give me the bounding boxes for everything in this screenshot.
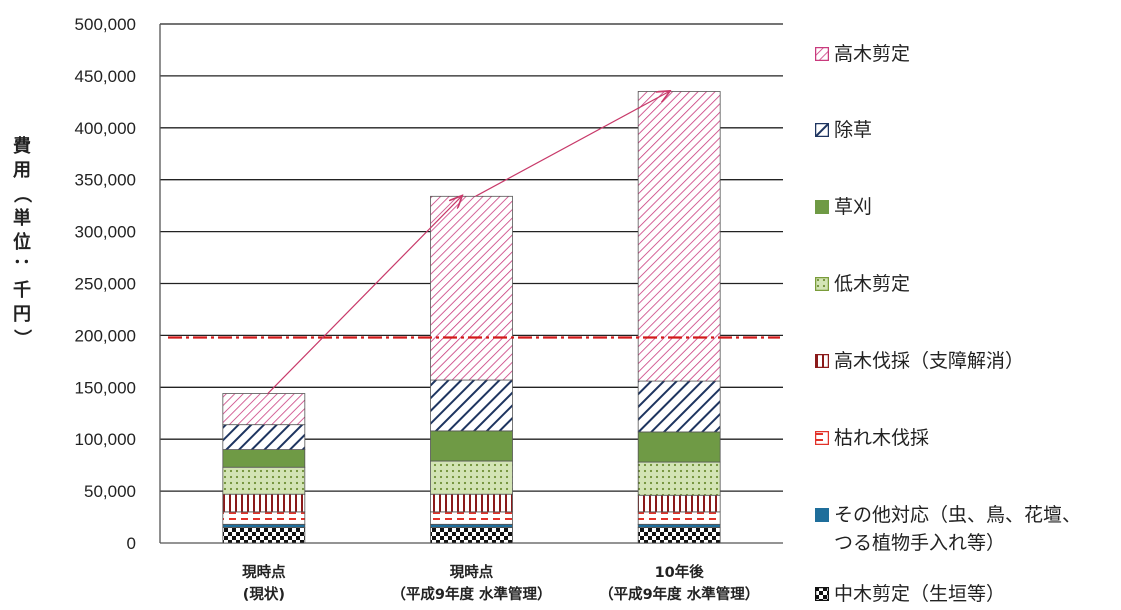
bar-segment — [222, 523, 306, 528]
x-category-label: 現時点 — [242, 564, 286, 581]
y-tick-label: 300,000 — [75, 223, 136, 242]
bar-segment — [430, 460, 513, 495]
bar-segment — [222, 511, 306, 525]
bar-segment — [222, 449, 306, 468]
bar-segment — [637, 494, 721, 513]
bar-segment — [637, 527, 721, 544]
bar-segment — [637, 431, 721, 463]
bar-segment — [222, 424, 306, 450]
y-axis-label-char: ） — [11, 329, 32, 347]
y-tick-label: 250,000 — [75, 275, 136, 294]
bar-segment — [222, 493, 306, 513]
bar-segment — [222, 466, 306, 495]
y-tick-label: 450,000 — [75, 67, 136, 86]
y-axis-label-char: 用 — [13, 160, 31, 181]
y-tick-label: 50,000 — [84, 482, 136, 501]
x-category-label: （平成9年度 水準管理） — [599, 585, 759, 603]
x-category-label: （平成9年度 水準管理） — [391, 585, 551, 603]
y-axis-label-char: 円 — [13, 304, 31, 325]
y-axis-label-char: （ — [11, 185, 32, 203]
bar-segment — [430, 493, 513, 513]
bar-segment — [637, 91, 721, 382]
bar-segment — [430, 511, 513, 525]
y-axis-label-char: 位 — [13, 231, 31, 253]
y-axis-label-char: 単 — [13, 207, 31, 229]
trend-arrow — [267, 196, 462, 394]
bar-segment — [637, 523, 721, 528]
bar-segment — [430, 430, 513, 462]
bar-segment — [430, 523, 513, 528]
bar-segment — [637, 380, 721, 433]
y-tick-label: 500,000 — [75, 15, 136, 34]
y-axis-label-char: ： — [11, 257, 32, 275]
bar-segment — [430, 379, 513, 432]
y-axis-label-char: 千 — [13, 280, 31, 301]
y-axis-label-char: 費 — [13, 135, 31, 157]
bar-segment — [430, 195, 513, 381]
y-tick-label: 350,000 — [75, 171, 136, 190]
trend-arrow — [475, 91, 670, 197]
bar-segment — [637, 511, 721, 525]
x-category-label: 10年後 — [655, 563, 705, 581]
bar-segment — [637, 461, 721, 496]
bar-segment — [430, 527, 513, 544]
y-tick-label: 0 — [127, 534, 136, 553]
x-category-label: 現時点 — [450, 564, 494, 581]
y-tick-label: 200,000 — [75, 326, 136, 345]
x-category-label: (現状) — [243, 585, 285, 603]
y-tick-label: 150,000 — [75, 378, 136, 397]
bar-segment — [222, 527, 306, 544]
y-tick-label: 400,000 — [75, 119, 136, 138]
y-tick-label: 100,000 — [75, 430, 136, 449]
bar-segment — [222, 393, 306, 426]
